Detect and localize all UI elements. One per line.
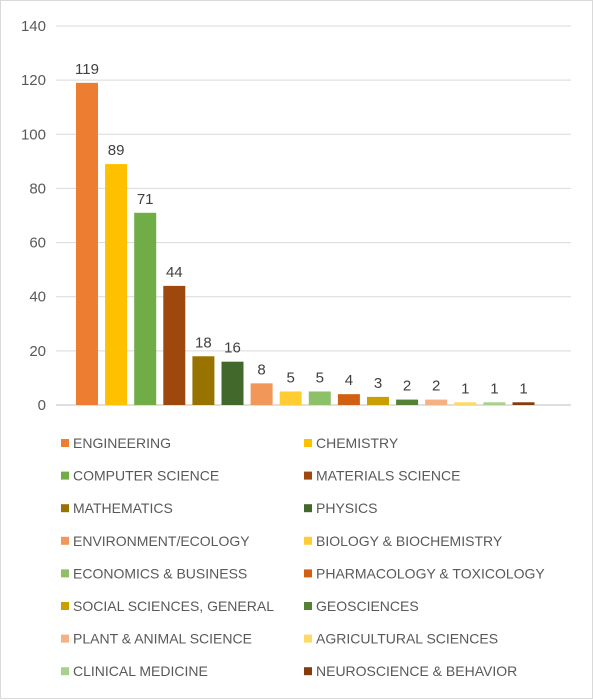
legend-swatch <box>61 634 69 643</box>
legend-swatch <box>61 504 69 513</box>
bar <box>337 394 360 405</box>
data-label: 44 <box>166 264 183 281</box>
legend-label: NEUROSCIENCE & BEHAVIOR <box>316 663 517 679</box>
bar <box>512 402 535 405</box>
legend-swatch <box>61 439 69 447</box>
legend-swatch <box>61 536 69 545</box>
legend-label: PLANT & ANIMAL SCIENCE <box>73 631 252 647</box>
data-label: 1 <box>490 380 498 397</box>
bars <box>76 82 535 405</box>
legend-label: ECONOMICS & BUSINESS <box>73 565 247 581</box>
legend-swatch <box>304 536 312 545</box>
data-label: 89 <box>108 142 125 159</box>
legend-swatch <box>304 439 312 447</box>
data-label: 3 <box>374 375 382 392</box>
legend-label: PHARMACOLOGY & TOXICOLOGY <box>316 565 545 581</box>
y-tick-label: 40 <box>29 289 46 306</box>
legend-label: AGRICULTURAL SCIENCES <box>316 631 498 647</box>
legend-swatch <box>61 602 69 610</box>
legend-swatch <box>304 471 312 480</box>
data-label: 5 <box>287 369 295 386</box>
y-axis-ticks: 0 20 40 60 80 100 120 140 <box>21 18 46 414</box>
bar <box>105 164 128 405</box>
legend-swatch <box>61 569 69 578</box>
bar <box>454 402 477 405</box>
data-label: 119 <box>75 61 99 78</box>
legend-label: COMPUTER SCIENCE <box>73 468 219 484</box>
legend-label: MATHEMATICS <box>73 500 173 516</box>
legend-label: BIOLOGY & BIOCHEMISTRY <box>316 533 503 549</box>
gridlines <box>56 25 571 406</box>
data-label: 18 <box>195 334 212 351</box>
bar <box>396 399 419 405</box>
legend-swatch <box>61 667 69 676</box>
legend-label: SOCIAL SCIENCES, GENERAL <box>73 598 274 614</box>
data-label: 2 <box>432 378 440 395</box>
bar <box>483 402 506 405</box>
y-tick-label: 0 <box>38 397 46 414</box>
data-label: 8 <box>257 361 265 378</box>
bar <box>192 356 215 405</box>
legend-swatch <box>304 504 312 513</box>
data-label: 4 <box>345 372 353 389</box>
bar <box>163 285 186 405</box>
data-labels: 119 89 71 44 18 16 8 5 5 4 3 2 2 1 1 1 <box>75 61 528 397</box>
bar <box>279 391 302 405</box>
legend-swatch <box>61 471 69 480</box>
data-label: 5 <box>316 369 324 386</box>
y-tick-label: 140 <box>21 18 46 35</box>
y-tick-label: 80 <box>29 180 46 197</box>
legend-label: ENGINEERING <box>73 435 171 451</box>
y-tick-label: 60 <box>29 235 46 252</box>
y-tick-label: 20 <box>29 343 46 360</box>
legend: ENGINEERING CHEMISTRY COMPUTER SCIENCE MATE… <box>61 435 545 679</box>
data-label: 1 <box>461 380 469 397</box>
legend-swatch <box>304 569 312 578</box>
legend-label: ENVIRONMENT/ECOLOGY <box>73 533 250 549</box>
data-label: 1 <box>519 380 527 397</box>
bar <box>425 399 448 405</box>
legend-label: GEOSCIENCES <box>316 598 419 614</box>
bar <box>221 361 244 405</box>
legend-label: CHEMISTRY <box>316 435 399 451</box>
bar <box>250 383 273 405</box>
legend-swatch <box>304 602 312 610</box>
legend-label: CLINICAL MEDICINE <box>73 663 208 679</box>
legend-swatch <box>304 667 312 676</box>
bar <box>134 212 157 405</box>
legend-label: PHYSICS <box>316 500 377 516</box>
data-label: 2 <box>403 378 411 395</box>
data-label: 71 <box>137 191 154 208</box>
legend-label: MATERIALS SCIENCE <box>316 468 460 484</box>
bar <box>367 396 389 405</box>
y-tick-label: 100 <box>21 126 46 143</box>
data-label: 16 <box>224 340 241 357</box>
legend-swatch <box>304 634 312 643</box>
y-tick-label: 120 <box>21 72 46 89</box>
bar <box>308 391 331 405</box>
bar <box>76 82 98 405</box>
